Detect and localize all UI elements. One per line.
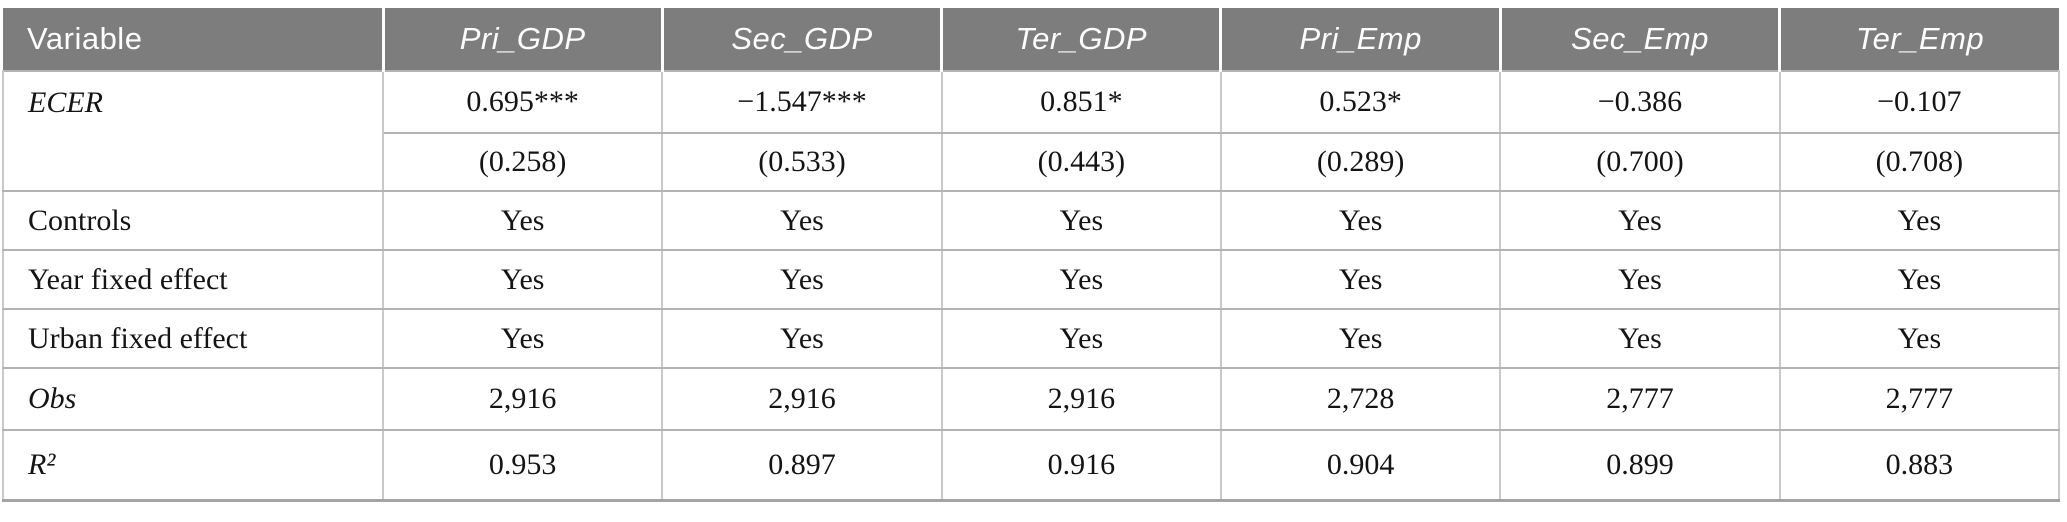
- coefficient-cell: 0.695***: [381, 70, 664, 134]
- variable-column-header: Variable: [3, 8, 383, 71]
- value-cell: 2,777: [1499, 367, 1781, 431]
- value-cell: 2,728: [1219, 367, 1502, 431]
- value-cell: Yes: [1219, 190, 1502, 251]
- value-cell: 0.883: [1778, 429, 2061, 501]
- value-cell: Yes: [381, 190, 664, 251]
- coefficient-cell: −0.107: [1778, 70, 2061, 134]
- table-header: Variable Pri_GDP Sec_GDP Ter_GDP Pri_Emp Sec_…: [3, 8, 2059, 71]
- value-cell: 0.897: [661, 429, 943, 501]
- std-error-cell: (0.289): [1219, 132, 1502, 192]
- value-cell: Yes: [661, 249, 943, 310]
- table-row-coefficients: ECER 0.695*** −1.547*** 0.851* 0.523* −0.386−…: [2, 70, 2061, 192]
- table-row: Controls Yes Yes Yes Yes Yes Yes: [2, 190, 2061, 251]
- column-header: Ter_GDP: [940, 8, 1221, 71]
- value-cell: Yes: [1499, 190, 1781, 251]
- row-label: Urban fixed effect: [2, 308, 384, 369]
- table-row: Obs 2,916 2,916 2,916 2,728 2,777 2,777: [2, 367, 2061, 431]
- row-label: Year fixed effect: [2, 249, 384, 310]
- column-header: Sec_Emp: [1498, 8, 1780, 71]
- value-cell: Yes: [661, 190, 943, 251]
- value-cell: Yes: [1499, 249, 1781, 310]
- value-cell: 2,916: [661, 367, 943, 431]
- std-error-cell: (0.700): [1499, 132, 1781, 192]
- value-cell: Yes: [940, 190, 1222, 251]
- value-cell: 2,777: [1778, 367, 2061, 431]
- value-cell: 0.904: [1219, 429, 1502, 501]
- row-label: Controls: [2, 190, 384, 251]
- value-cell: 2,916: [381, 367, 664, 431]
- table-row-std-errors: (0.258) (0.533) (0.443) (0.289) (0.700) (0.70…: [3, 132, 2061, 192]
- coefficient-cell: −1.547***: [661, 70, 943, 134]
- table-body: ECER 0.695*** −1.547*** 0.851* 0.523* −0.386−…: [2, 70, 2061, 501]
- value-cell: 0.953: [381, 429, 664, 501]
- row-label: R²: [2, 429, 384, 501]
- table-row: R² 0.953 0.897 0.916 0.904 0.899 0.883: [2, 429, 2061, 501]
- column-header: Pri_GDP: [381, 8, 663, 71]
- regression-table-container: Variable Pri_GDP Sec_GDP Ter_GDP Pri_Emp Sec_…: [2, 8, 2061, 502]
- value-cell: Yes: [1499, 308, 1781, 369]
- column-header: Ter_Emp: [1778, 8, 2059, 71]
- value-cell: Yes: [1778, 190, 2061, 251]
- value-cell: Yes: [940, 308, 1222, 369]
- coefficient-cell: 0.523*: [1219, 70, 1502, 134]
- regression-results-table: Variable Pri_GDP Sec_GDP Ter_GDP Pri_Emp Sec_…: [2, 8, 2061, 502]
- value-cell: Yes: [1778, 249, 2061, 310]
- table-row: Urban fixed effect Yes Yes Yes Yes Yes Yes: [2, 308, 2061, 369]
- row-label: ECER: [2, 70, 384, 192]
- std-error-cell: (0.533): [661, 132, 943, 192]
- column-header: Sec_GDP: [660, 8, 942, 71]
- value-cell: Yes: [661, 308, 943, 369]
- header-row: Variable Pri_GDP Sec_GDP Ter_GDP Pri_Emp Sec_…: [3, 8, 2059, 71]
- value-cell: Yes: [1778, 308, 2061, 369]
- column-header: Pri_Emp: [1219, 8, 1501, 71]
- coefficient-cell: −0.386: [1499, 70, 1781, 134]
- std-error-cell: (0.258): [381, 132, 664, 192]
- value-cell: 2,916: [940, 367, 1222, 431]
- row-label: Obs: [2, 367, 384, 431]
- value-cell: Yes: [940, 249, 1222, 310]
- value-cell: Yes: [381, 308, 664, 369]
- value-cell: Yes: [381, 249, 664, 310]
- value-cell: 0.899: [1499, 429, 1781, 501]
- value-cell: 0.916: [940, 429, 1222, 501]
- value-cell: Yes: [1219, 249, 1502, 310]
- value-cell: Yes: [1219, 308, 1502, 369]
- std-error-cell: (0.708): [1778, 132, 2061, 192]
- table-row: Year fixed effect Yes Yes Yes Yes Yes Yes: [2, 249, 2061, 310]
- coefficient-cell: 0.851*: [940, 70, 1222, 134]
- std-error-cell: (0.443): [940, 132, 1222, 192]
